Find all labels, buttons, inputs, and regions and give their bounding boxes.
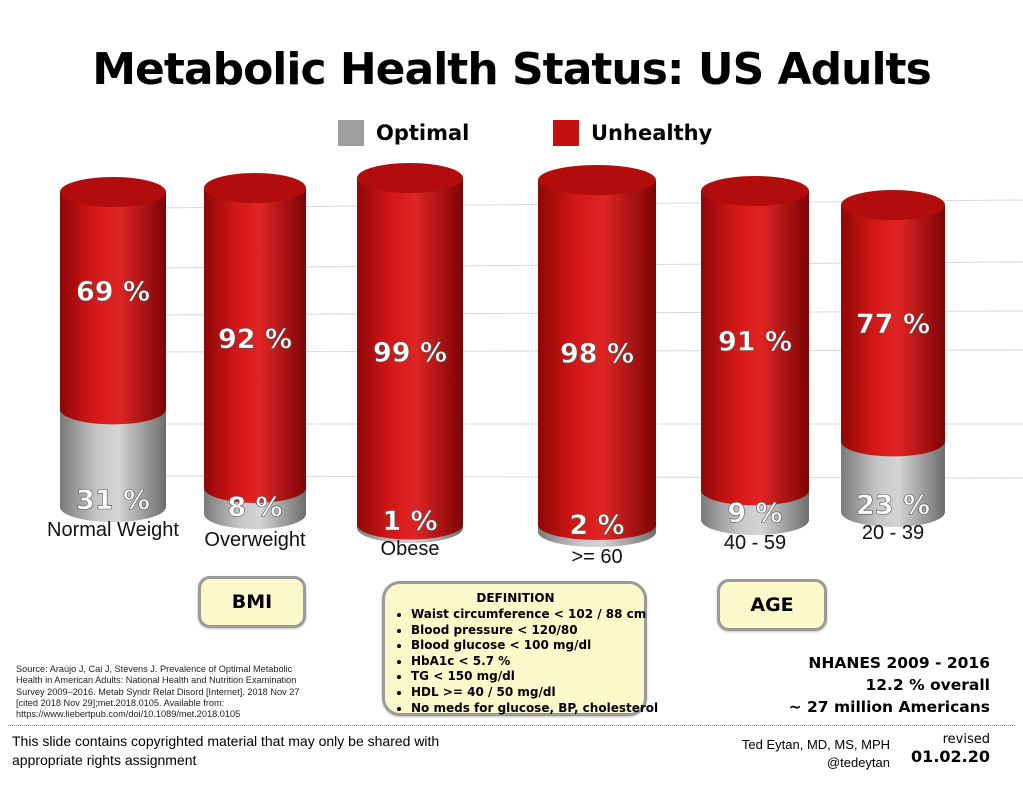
bar-top-cap [357, 163, 463, 193]
bar-top-cap [841, 190, 945, 220]
data-label-optimal: 1 % [382, 506, 437, 537]
author-handle: @tedeytan [826, 755, 890, 770]
group-label-age: AGE [717, 579, 827, 631]
bar-unhealthy-body [841, 205, 945, 442]
definition-list: Waist circumference < 102 / 88 cm Blood … [395, 607, 658, 717]
author-credit: Ted Eytan, MD, MS, MPH @tedeytan [730, 736, 890, 772]
bar-top-cap [538, 165, 656, 195]
bar-top-cap [60, 177, 166, 207]
bar-top-cap [204, 173, 306, 203]
bar-1: 92 % 8 % [204, 173, 306, 529]
bar-unhealthy-bottom [357, 509, 463, 540]
definition-item: Waist circumference < 102 / 88 cm [411, 607, 646, 623]
bar-unhealthy-bottom [60, 394, 166, 425]
definition-item: HbA1c < 5.7 % [411, 654, 636, 670]
legend-label-unhealthy: Unhealthy [591, 121, 713, 145]
data-label-optimal: 9 % [727, 498, 782, 529]
bar-5: 77 % 23 % [841, 190, 945, 527]
bar-4: 91 % 9 % [701, 176, 809, 535]
nhanes-summary: NHANES 2009 - 2016 12.2 % overall ~ 27 m… [789, 652, 990, 718]
definition-item: TG < 150 mg/dl [411, 669, 636, 685]
bar-optimal-base [701, 505, 809, 535]
bar-optimal-base [204, 499, 306, 529]
definition-box: DEFINITION Waist circumference < 102 / 8… [382, 581, 658, 717]
bar-optimal-body [60, 409, 166, 507]
bar-unhealthy-body [701, 191, 809, 491]
nhanes-line-2: 12.2 % overall [865, 676, 990, 694]
category-label: >= 60 [571, 546, 623, 568]
data-label-unhealthy: 77 % [856, 309, 930, 340]
revised-label: revised [942, 732, 990, 747]
data-label-unhealthy: 69 % [76, 277, 150, 308]
bar-0: 69 % 31 % [60, 177, 166, 522]
definition-title: DEFINITION [476, 591, 555, 605]
data-label-unhealthy: 92 % [218, 324, 292, 355]
legend-swatch-unhealthy [553, 120, 579, 146]
legend-item-optimal: Optimal [338, 120, 469, 146]
bar-unhealthy-bottom [841, 426, 945, 457]
bar-unhealthy-body [538, 180, 656, 525]
category-label: Normal Weight [47, 519, 179, 541]
data-label-optimal: 8 % [227, 492, 282, 523]
definition-item: Blood glucose < 100 mg/dl [411, 638, 636, 654]
definition-item: Blood pressure < 120/80 [411, 623, 636, 639]
definition-item: HDL >= 40 / 50 mg/dl [411, 685, 636, 701]
legend-label-optimal: Optimal [376, 121, 470, 145]
chart-title: Metabolic Health Status: US Adults [92, 44, 932, 95]
data-label-optimal: 23 % [856, 490, 930, 521]
nhanes-line-1: NHANES 2009 - 2016 [808, 654, 990, 672]
revised-date: 01.02.20 [911, 747, 990, 766]
category-label: Obese [380, 538, 440, 560]
definition-item: No meds for glucose, BP, cholesterol [411, 701, 658, 717]
legend-swatch-optimal [338, 120, 364, 146]
chart-plot: 69 % 31 % 92 % 8 % 99 % 1 % 98 % 2 % 91 % 9 % 77 %… [60, 163, 1023, 547]
category-label: 20 - 39 [861, 522, 925, 544]
bar-3: 98 % 2 % [538, 165, 656, 547]
data-label-optimal: 2 % [569, 510, 624, 541]
data-label-unhealthy: 91 % [718, 327, 792, 358]
bar-top-cap [701, 176, 809, 206]
copyright-notice: This slide contains copyrighted material… [12, 733, 440, 768]
bar-2: 99 % 1 % [357, 163, 463, 543]
bar-unhealthy-body [357, 178, 463, 525]
bar-unhealthy-body [60, 192, 166, 410]
revised-block: revised 01.02.20 [900, 732, 990, 766]
data-label-unhealthy: 99 % [373, 337, 447, 368]
footer-divider [8, 725, 1015, 726]
category-label: 40 - 59 [723, 532, 787, 554]
bar-unhealthy-body [204, 188, 306, 488]
data-label-unhealthy: 98 % [560, 338, 634, 369]
legend-item-unhealthy: Unhealthy [553, 120, 712, 146]
bar-optimal-base [60, 492, 166, 522]
author-name: Ted Eytan, MD, MS, MPH [741, 737, 890, 752]
group-label-bmi: BMI [198, 576, 306, 628]
bar-unhealthy-bottom [701, 475, 809, 506]
category-label: Overweight [204, 529, 306, 551]
bar-optimal-base [841, 497, 945, 527]
source-citation: Source: Araújo J, Cai J, Stevens J. Prev… [16, 664, 300, 720]
data-label-optimal: 31 % [76, 485, 150, 516]
legend: Optimal Unhealthy [0, 120, 1023, 156]
bar-unhealthy-bottom [204, 472, 306, 503]
nhanes-line-3: ~ 27 million Americans [788, 698, 990, 716]
bar-unhealthy-bottom [538, 509, 656, 540]
